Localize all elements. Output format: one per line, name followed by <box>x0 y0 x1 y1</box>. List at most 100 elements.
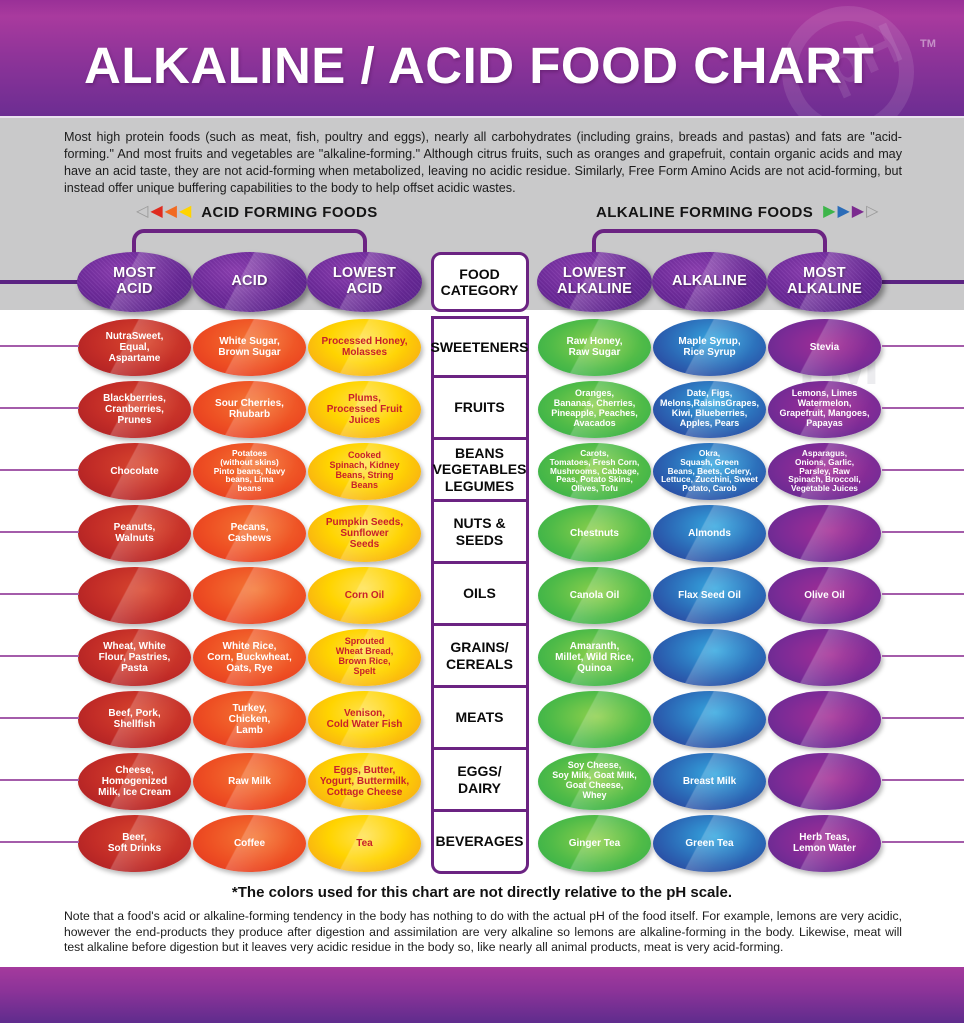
column-header-food-category: FOOD CATEGORY <box>430 252 529 312</box>
food-cell-acid-beverages: Coffee <box>193 814 306 872</box>
page-title: ALKALINE / ACID FOOD CHART <box>84 37 875 94</box>
acid-legend: ◁ ◀ ◀ ◀ ACID FORMING FOODS <box>135 202 378 222</box>
food-cell-lowest-acid-beverages: Tea <box>308 814 421 872</box>
food-cell-lowest-acid-oils: Corn Oil <box>308 566 421 624</box>
food-cell-most-acid-nuts-seeds: Peanuts, Walnuts <box>78 504 191 562</box>
food-cell-lowest-acid-eggs-dairy: Eggs, Butter, Yogurt, Buttermilk, Cottag… <box>308 752 421 810</box>
food-cell-acid-nuts-seeds: Pecans, Cashews <box>193 504 306 562</box>
arrow-icon: ◀ <box>178 203 192 220</box>
food-cell-most-acid-beverages: Beer, Soft Drinks <box>78 814 191 872</box>
food-cell-most-acid-beans-vegetables-legumes: Chocolate <box>78 442 191 500</box>
header-band: pH TM <box>0 0 964 118</box>
row-connector-line <box>882 841 964 843</box>
column-header-alkaline: ALKALINE <box>652 252 767 312</box>
food-cell-alkaline-eggs-dairy: Breast Milk <box>653 752 766 810</box>
row-connector-line <box>0 841 79 843</box>
food-cell-most-acid-grains-cereals: Wheat, White Flour, Pastries, Pasta <box>78 628 191 686</box>
food-cell-acid-sweeteners: White Sugar, Brown Sugar <box>193 318 306 376</box>
row-connector-line <box>882 779 964 781</box>
food-cell-lowest-alkaline-beans-vegetables-legumes: Carots, Tomatoes, Fresh Corn, Mushrooms,… <box>538 442 651 500</box>
food-cell-lowest-acid-meats: Venison, Cold Water Fish <box>308 690 421 748</box>
column-header-most-alkaline: MOST ALKALINE <box>767 252 882 312</box>
acid-direction-arrows-icon: ◁ ◀ ◀ ◀ <box>135 204 192 220</box>
food-cell-lowest-alkaline-eggs-dairy: Soy Cheese, Soy Milk, Goat Milk, Goat Ch… <box>538 752 651 810</box>
acid-columns-bracket <box>132 229 367 257</box>
food-cell-lowest-acid-grains-cereals: Sprouted Wheat Bread, Brown Rice, Spelt <box>308 628 421 686</box>
row-connector-line <box>0 717 79 719</box>
food-cell-most-alkaline-eggs-dairy <box>768 752 881 810</box>
alkaline-columns-bracket <box>592 229 827 257</box>
column-header-acid: ACID <box>192 252 307 312</box>
food-cell-acid-eggs-dairy: Raw Milk <box>193 752 306 810</box>
food-cell-lowest-alkaline-fruits: Oranges, Bananas, Cherries, Pineapple, P… <box>538 380 651 438</box>
food-cell-acid-beans-vegetables-legumes: Potatoes (without skins) Pinto beans, Na… <box>193 442 306 500</box>
header-connector-line <box>882 280 964 284</box>
row-connector-line <box>882 345 964 347</box>
category-sweeteners: SWEETENERS <box>430 316 529 378</box>
row-connector-line <box>0 779 79 781</box>
footer-band: The Food & Drug Administration has not e… <box>0 967 964 1023</box>
food-cell-acid-meats: Turkey, Chicken, Lamb <box>193 690 306 748</box>
food-cell-most-acid-fruits: Blackberries, Cranberries, Prunes <box>78 380 191 438</box>
category-eggs-dairy: EGGS/ DAIRY <box>430 750 529 812</box>
arrow-icon: ▶ <box>823 203 836 220</box>
category-beverages: BEVERAGES <box>430 812 529 874</box>
trademark-symbol: TM <box>920 38 936 50</box>
column-header-lowest-alkaline: LOWEST ALKALINE <box>537 252 652 312</box>
column-header-lowest-acid: LOWEST ACID <box>307 252 422 312</box>
food-cell-lowest-alkaline-nuts-seeds: Chestnuts <box>538 504 651 562</box>
arrow-icon: ◀ <box>150 203 163 220</box>
food-cell-lowest-alkaline-sweeteners: Raw Honey, Raw Sugar <box>538 318 651 376</box>
alkaline-legend-label: ALKALINE FORMING FOODS <box>596 203 814 221</box>
arrow-icon: ◁ <box>136 203 149 220</box>
category-oils: OILS <box>430 564 529 626</box>
row-connector-line <box>0 407 79 409</box>
food-cell-lowest-alkaline-beverages: Ginger Tea <box>538 814 651 872</box>
category-fruits: FRUITS <box>430 378 529 440</box>
row-connector-line <box>882 593 964 595</box>
category-beans-vegetables-legumes: BEANS VEGETABLES LEGUMES <box>430 440 529 502</box>
arrow-icon: ▷ <box>866 203 879 220</box>
row-connector-line <box>882 655 964 657</box>
food-cell-lowest-acid-sweeteners: Processed Honey, Molasses <box>308 318 421 376</box>
food-cell-lowest-alkaline-grains-cereals: Amaranth, Millet, Wild Rice, Quinoa <box>538 628 651 686</box>
food-cell-alkaline-beans-vegetables-legumes: Okra, Squash, Green Beans, Beets, Celery… <box>653 442 766 500</box>
food-cell-lowest-acid-fruits: Plums, Processed Fruit Juices <box>308 380 421 438</box>
row-connector-line <box>0 593 79 595</box>
food-cell-most-acid-meats: Beef, Pork, Shellfish <box>78 690 191 748</box>
food-cell-most-acid-eggs-dairy: Cheese, Homogenized Milk, Ice Cream <box>78 752 191 810</box>
food-cell-most-alkaline-nuts-seeds <box>768 504 881 562</box>
color-footnote: *The colors used for this chart are not … <box>231 884 733 901</box>
food-cell-most-alkaline-beverages: Herb Teas, Lemon Water <box>768 814 881 872</box>
row-connector-line <box>882 531 964 533</box>
row-connector-line <box>0 655 79 657</box>
arrow-icon: ▶ <box>837 203 850 220</box>
food-cell-alkaline-oils: Flax Seed Oil <box>653 566 766 624</box>
food-cell-lowest-alkaline-oils: Canola Oil <box>538 566 651 624</box>
food-cell-lowest-alkaline-meats <box>538 690 651 748</box>
row-connector-line <box>0 531 79 533</box>
food-cell-lowest-acid-nuts-seeds: Pumpkin Seeds, Sunflower Seeds <box>308 504 421 562</box>
food-cell-alkaline-grains-cereals <box>653 628 766 686</box>
food-cell-most-alkaline-grains-cereals <box>768 628 881 686</box>
food-cell-most-alkaline-fruits: Lemons, Limes Watermelon, Grapefruit, Ma… <box>768 380 881 438</box>
row-connector-line <box>882 469 964 471</box>
food-cell-most-alkaline-meats <box>768 690 881 748</box>
food-cell-most-acid-sweeteners: NutraSweet, Equal, Aspartame <box>78 318 191 376</box>
acid-legend-label: ACID FORMING FOODS <box>201 203 378 221</box>
food-cell-most-alkaline-oils: Olive Oil <box>768 566 881 624</box>
food-cell-acid-grains-cereals: White Rice, Corn, Buckwheat, Oats, Rye <box>193 628 306 686</box>
arrow-icon: ▶ <box>851 203 865 220</box>
food-cell-alkaline-meats <box>653 690 766 748</box>
food-cell-alkaline-fruits: Date, Figs, Melons,RaisinsGrapes, Kiwi, … <box>653 380 766 438</box>
intro-paragraph: Most high protein foods (such as meat, f… <box>64 130 902 195</box>
row-connector-line <box>882 717 964 719</box>
alkaline-direction-arrows-icon: ▶ ▶ ▶ ▷ <box>822 204 879 220</box>
category-grains-cereals: GRAINS/ CEREALS <box>430 626 529 688</box>
column-header-most-acid: MOST ACID <box>77 252 192 312</box>
alkaline-legend: ALKALINE FORMING FOODS ▶ ▶ ▶ ▷ <box>596 202 879 222</box>
food-cell-lowest-acid-beans-vegetables-legumes: Cooked Spinach, Kidney Beans, String Bea… <box>308 442 421 500</box>
category-nuts-seeds: NUTS & SEEDS <box>430 502 529 564</box>
food-cell-alkaline-sweeteners: Maple Syrup, Rice Syrup <box>653 318 766 376</box>
